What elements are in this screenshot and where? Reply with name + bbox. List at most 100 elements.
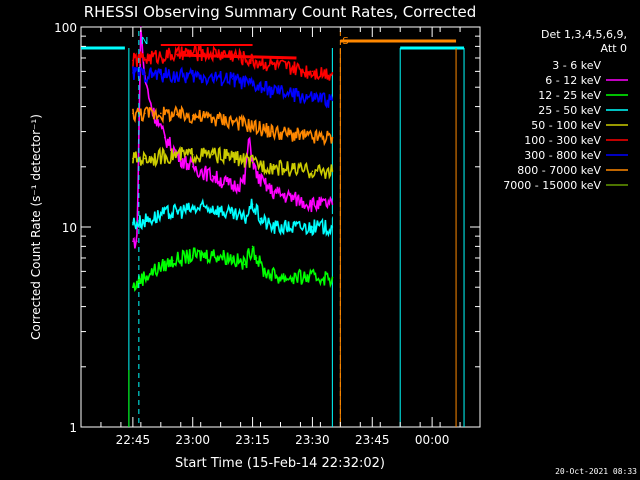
data-point xyxy=(136,221,138,224)
data-point xyxy=(211,117,214,119)
event-marker-label: S xyxy=(342,36,348,47)
series-line xyxy=(132,245,334,293)
data-point xyxy=(311,97,314,100)
data-point xyxy=(144,157,146,160)
data-point xyxy=(211,153,214,156)
legend-label: 3 - 6 keV xyxy=(552,59,601,72)
data-point xyxy=(140,278,142,280)
data-point xyxy=(291,133,294,136)
data-point xyxy=(132,221,134,224)
legend-label: 12 - 25 keV xyxy=(538,89,601,102)
data-point xyxy=(144,219,146,222)
series-line xyxy=(132,66,334,109)
x-tick-label: 23:30 xyxy=(295,433,330,447)
data-point xyxy=(231,196,234,199)
data-point xyxy=(132,59,134,62)
data-point xyxy=(136,317,138,319)
data-point xyxy=(291,168,294,170)
data-point xyxy=(211,175,214,177)
event-bars xyxy=(81,39,465,427)
data-point xyxy=(271,89,274,92)
data-point xyxy=(231,257,234,259)
data-point xyxy=(251,203,254,206)
data-point xyxy=(175,75,178,77)
data-point xyxy=(319,217,322,220)
data-point xyxy=(231,53,234,56)
legend-header-line2: Att 0 xyxy=(601,42,627,55)
data-point xyxy=(191,52,194,54)
data-point xyxy=(160,54,162,57)
data-point xyxy=(331,170,334,173)
x-tick-label: 23:15 xyxy=(235,433,270,447)
series-line xyxy=(132,104,334,147)
data-point xyxy=(132,112,134,115)
data-point xyxy=(160,112,162,115)
y-tick-label: 10 xyxy=(62,221,77,235)
series-line xyxy=(132,29,334,249)
data-point xyxy=(255,257,258,259)
data-point xyxy=(311,226,314,228)
legend-label: 25 - 50 keV xyxy=(538,104,601,117)
data-point xyxy=(331,226,334,228)
legend-label: 100 - 300 keV xyxy=(524,134,601,147)
data-point xyxy=(331,203,334,206)
data-point xyxy=(251,245,254,248)
data-point xyxy=(251,84,254,87)
data-point xyxy=(211,190,214,193)
data-point xyxy=(331,99,334,102)
data-point xyxy=(243,180,246,182)
data-point xyxy=(132,305,134,308)
data-point xyxy=(191,208,194,210)
data-point xyxy=(247,139,250,142)
data-point xyxy=(331,214,334,216)
data-point xyxy=(175,113,178,116)
data-point xyxy=(152,270,154,273)
data-point xyxy=(211,206,214,209)
data-point xyxy=(279,276,282,279)
data-point xyxy=(291,196,294,199)
x-tick-label: 00:00 xyxy=(415,433,450,447)
data-point xyxy=(231,119,234,122)
data-point xyxy=(132,286,134,289)
data-point xyxy=(299,210,302,212)
legend-label: 6 - 12 keV xyxy=(545,74,601,87)
data-point xyxy=(191,254,194,257)
data-point xyxy=(255,175,258,177)
series-line xyxy=(132,80,334,325)
data-point xyxy=(251,161,254,164)
x-tick-label: 23:45 xyxy=(355,433,390,447)
data-point xyxy=(175,210,178,212)
data-point xyxy=(136,282,138,285)
data-point xyxy=(311,203,314,206)
series-layer xyxy=(132,26,334,325)
data-point xyxy=(179,175,182,177)
data-point xyxy=(191,75,194,77)
data-point xyxy=(243,217,246,220)
data-point xyxy=(191,165,194,168)
x-tick-label: 23:00 xyxy=(175,433,210,447)
event-marker-label: N xyxy=(141,36,148,47)
data-point xyxy=(191,114,194,117)
data-point xyxy=(191,180,194,182)
render-timestamp: 20-Oct-2021 08:33 xyxy=(555,467,637,476)
data-point xyxy=(251,185,254,187)
data-point xyxy=(271,165,274,168)
data-point xyxy=(136,240,138,242)
data-point xyxy=(144,112,146,115)
data-point xyxy=(271,190,274,193)
data-point xyxy=(279,203,282,206)
data-point xyxy=(132,157,134,160)
x-tick-label: 22:45 xyxy=(116,433,151,447)
legend-header-line1: Det 1,3,4,5,6,9, xyxy=(541,28,627,41)
data-point xyxy=(251,59,254,62)
data-point xyxy=(271,130,274,133)
data-point xyxy=(263,270,266,273)
data-point xyxy=(239,203,242,206)
data-point xyxy=(291,93,294,96)
data-point xyxy=(144,73,146,76)
data-point xyxy=(251,125,254,127)
data-point xyxy=(171,259,174,262)
data-point xyxy=(263,196,266,199)
